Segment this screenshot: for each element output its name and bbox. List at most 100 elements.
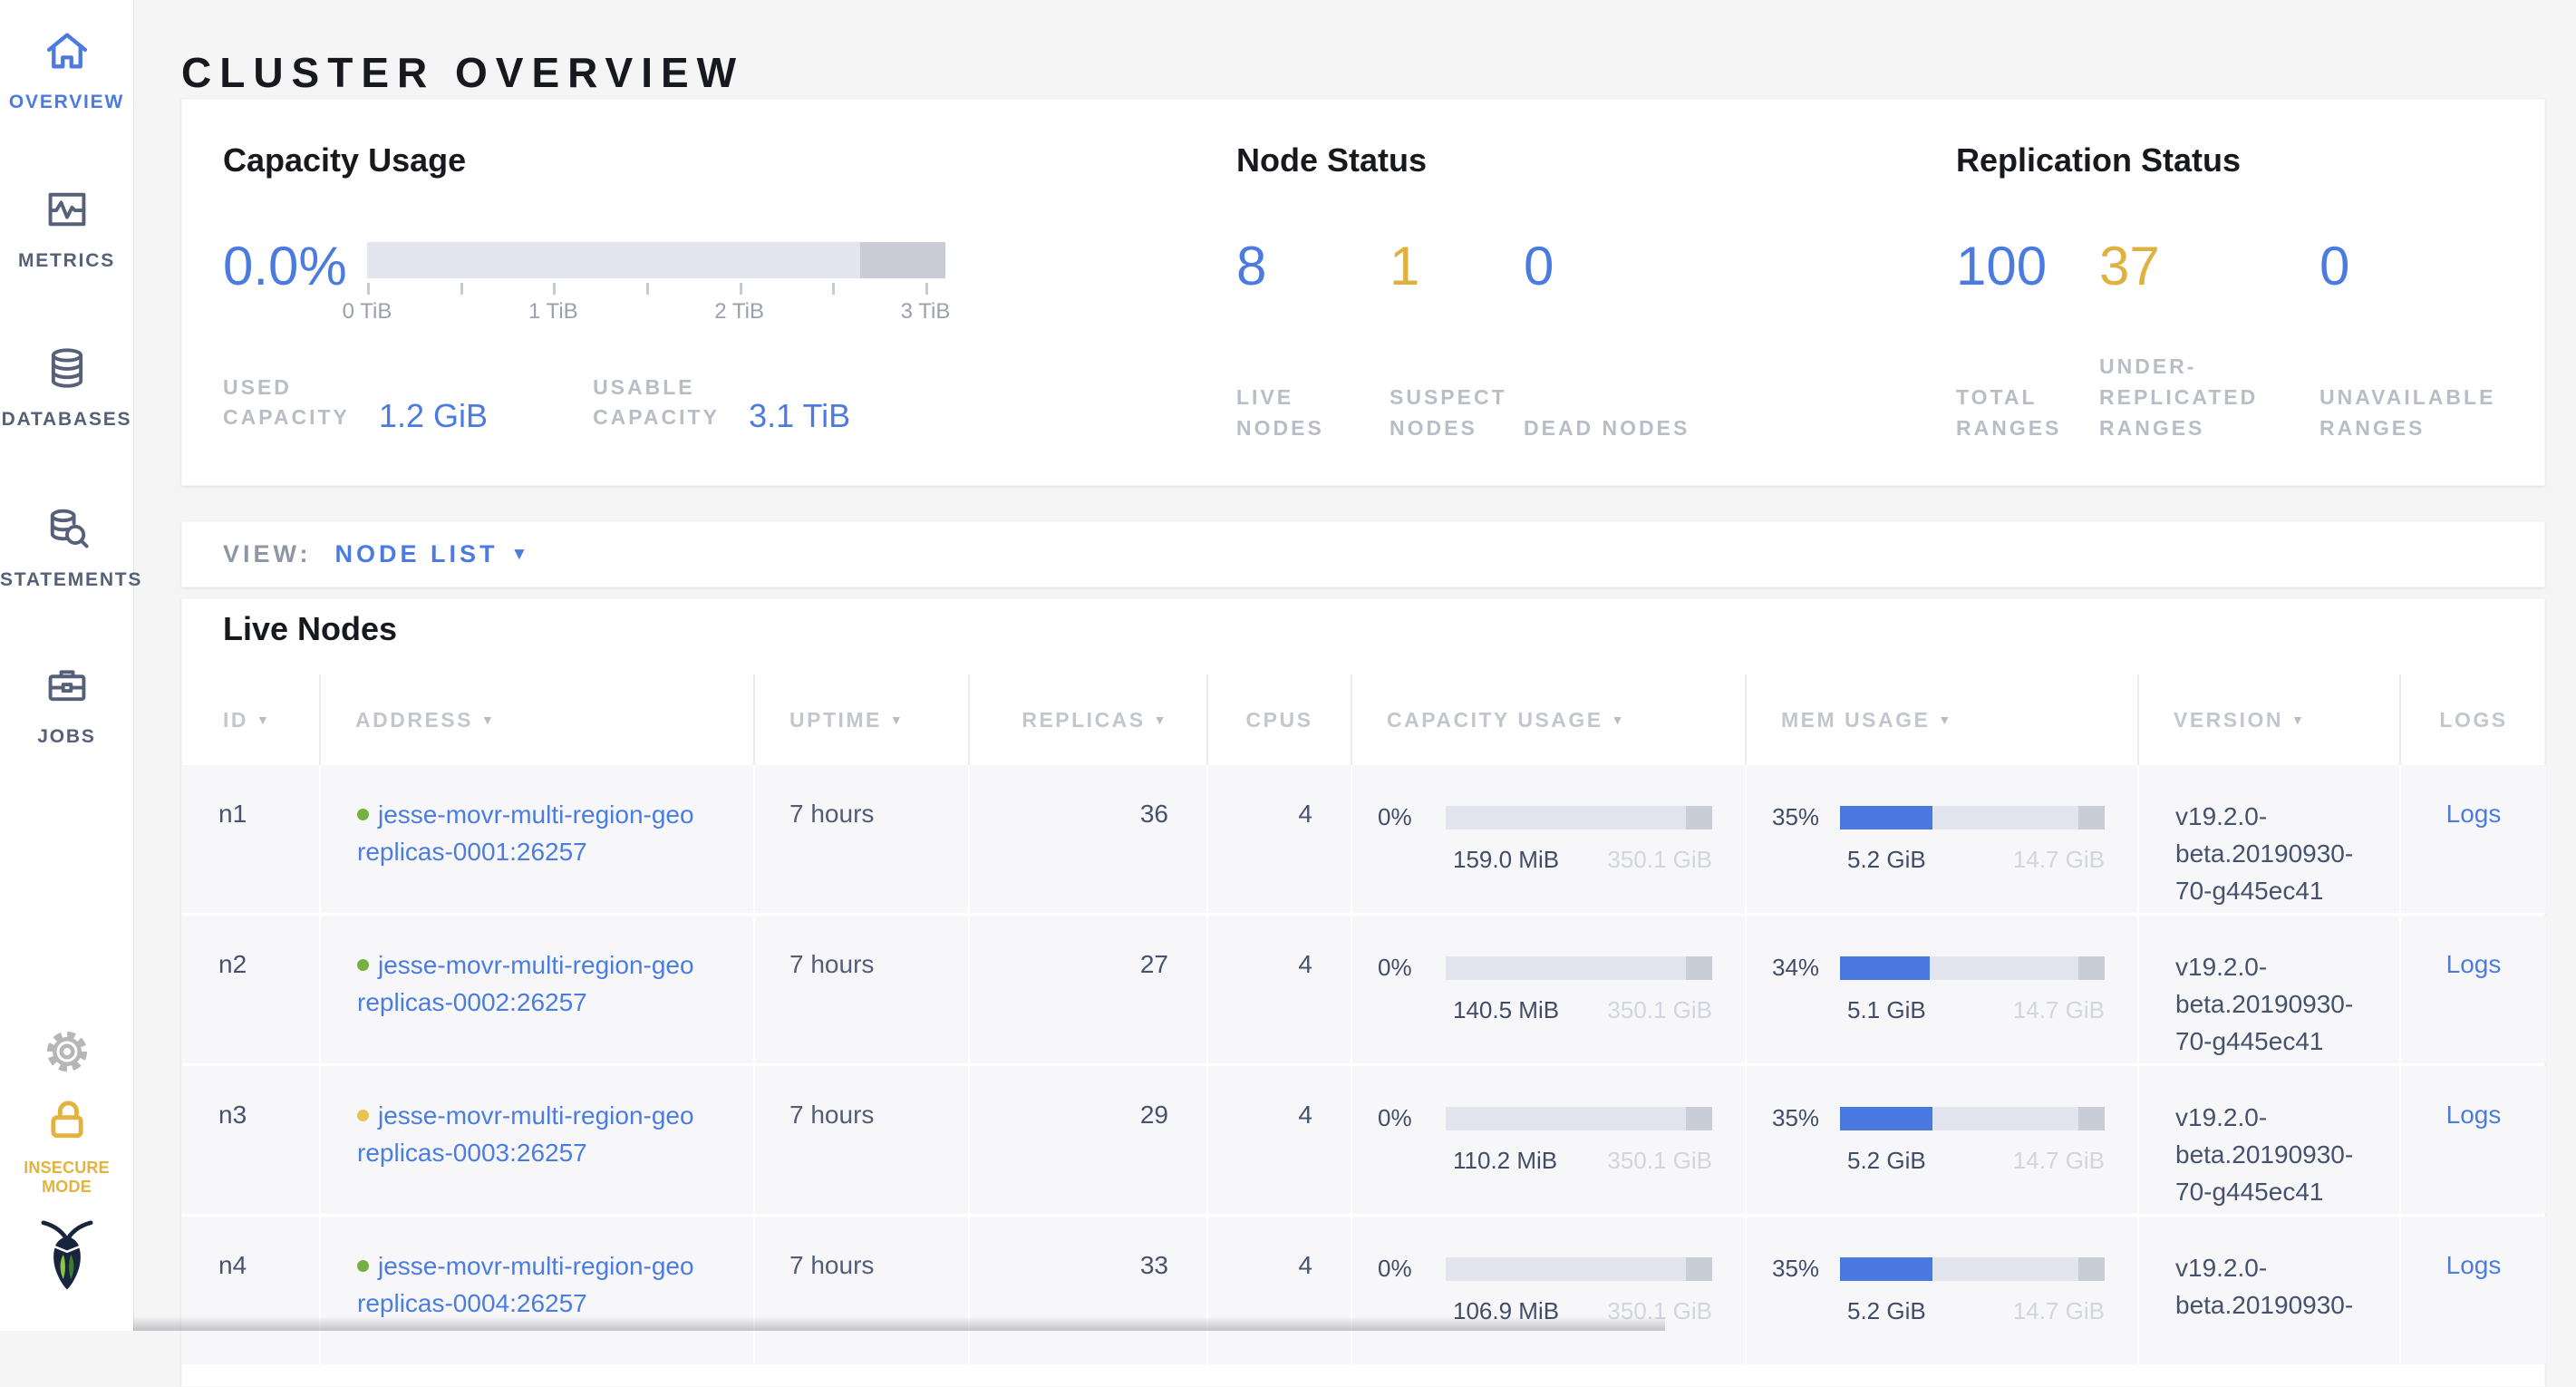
- sort-arrow-icon: ▼: [1938, 713, 1953, 727]
- summary-stat: 8 LIVE NODES: [1236, 235, 1390, 443]
- node-status-dot: [357, 1110, 369, 1121]
- node-address-link[interactable]: jesse-movr-multi-region-geo replicas-0003…: [357, 1101, 694, 1167]
- view-selector-bar: VIEW: NODE LIST ▼: [181, 521, 2545, 587]
- node-address-link[interactable]: jesse-movr-multi-region-geo replicas-0001…: [357, 800, 694, 866]
- stat-value: 0: [1524, 236, 1554, 296]
- summary-stat: 100 TOTAL RANGES: [1956, 235, 2099, 443]
- cluster-summary-card: Capacity Usage 0.0% 0 TiB 1 TiB 2 TiB 3 TiB…: [181, 99, 2545, 486]
- sort-arrow-icon: ▼: [1611, 713, 1626, 727]
- logs-link[interactable]: Logs: [2401, 916, 2546, 1063]
- node-address-cell: jesse-movr-multi-region-geo replicas-0003…: [321, 1066, 755, 1214]
- metrics-icon: [44, 192, 91, 237]
- capacity-usage-section: Capacity Usage 0.0% 0 TiB 1 TiB 2 TiB 3 TiB…: [223, 141, 1202, 432]
- logs-link[interactable]: Logs: [2401, 1217, 2546, 1364]
- stat-label: UNAVAILABLE RANGES: [2319, 385, 2496, 440]
- column-header-uptime[interactable]: UPTIME ▼: [755, 674, 970, 765]
- jobs-icon: [44, 670, 91, 713]
- cockroachdb-logo: [0, 1213, 133, 1301]
- column-header-logs[interactable]: LOGS: [2439, 707, 2508, 732]
- summary-stat: 1 SUSPECT NODES: [1390, 235, 1524, 443]
- home-icon: [44, 33, 91, 78]
- replication-status-section: Replication Status 100 TOTAL RANGES 37 U…: [1956, 141, 2541, 440]
- stat-label: SUSPECT NODES: [1390, 385, 1507, 440]
- version-cell: v19.2.0- beta.20190930- 70-g445ec41: [2139, 916, 2401, 1063]
- uptime-cell: 7 hours: [755, 1217, 970, 1364]
- sidebar-item-metrics[interactable]: METRICS: [0, 186, 133, 272]
- node-id-cell: n1: [182, 765, 321, 913]
- sort-arrow-icon: ▼: [257, 713, 272, 727]
- logs-link[interactable]: Logs: [2401, 1066, 2546, 1214]
- cpus-cell: 4: [1208, 916, 1352, 1063]
- databases-icon: [44, 348, 91, 395]
- memory-bar: [1840, 805, 2105, 829]
- version-cell: v19.2.0- beta.20190930-: [2139, 1217, 2401, 1364]
- sidebar-item-overview[interactable]: OVERVIEW: [0, 27, 133, 113]
- column-header-capacity-usage[interactable]: CAPACITY USAGE ▼: [1352, 674, 1747, 765]
- column-header-version[interactable]: VERSION ▼: [2139, 674, 2401, 765]
- node-status-dot: [357, 809, 369, 820]
- cpus-cell: 4: [1208, 1066, 1352, 1214]
- capacity-usage-cell: 0% 110.2 MiB 350.1 GiB: [1352, 1066, 1747, 1214]
- page-title: CLUSTER OVERVIEW: [181, 48, 745, 96]
- live-nodes-card: Live Nodes ID ▼ ADDRESS ▼ UPTIME ▼ REPLI…: [181, 598, 2546, 1387]
- node-status-title: Node Status: [1236, 141, 1428, 179]
- cpus-cell: 4: [1208, 765, 1352, 913]
- capacity-bar: [1446, 805, 1712, 829]
- memory-bar: [1840, 1106, 2105, 1130]
- column-header-address[interactable]: ADDRESS ▼: [321, 674, 755, 765]
- view-dropdown[interactable]: NODE LIST: [334, 540, 499, 567]
- node-address-cell: jesse-movr-multi-region-geo replicas-0004…: [321, 1217, 755, 1364]
- stat-value: 100: [1956, 236, 2048, 296]
- stat-label: TOTAL RANGES: [1956, 385, 2062, 440]
- summary-stat: 0 UNAVAILABLE RANGES: [2319, 235, 2541, 443]
- stat-label: DEAD NODES: [1524, 416, 1690, 440]
- replicas-cell: 36: [970, 765, 1208, 913]
- axis-tick-label: 3 TiB: [900, 299, 951, 324]
- uptime-cell: 7 hours: [755, 1066, 970, 1214]
- logs-link[interactable]: Logs: [2401, 765, 2546, 913]
- capacity-percent: 0.0%: [223, 236, 347, 296]
- replicas-cell: 27: [970, 916, 1208, 1063]
- capacity-usage-cell: 0% 106.9 MiB 350.1 GiB: [1352, 1217, 1747, 1364]
- usable-capacity-value: 3.1 TiB: [749, 397, 851, 434]
- memory-bar: [1840, 1256, 2105, 1281]
- capacity-usage-cell: 0% 140.5 MiB 350.1 GiB: [1352, 916, 1747, 1063]
- capacity-usage-cell: 0% 159.0 MiB 350.1 GiB: [1352, 765, 1747, 913]
- sort-arrow-icon: ▼: [889, 713, 905, 727]
- column-header-id[interactable]: ID ▼: [182, 674, 321, 765]
- table-row: n3 jesse-movr-multi-region-geo replicas-0…: [182, 1066, 2546, 1217]
- sidebar-item-statements[interactable]: STATEMENTS: [0, 505, 140, 591]
- chevron-down-icon[interactable]: ▼: [510, 544, 528, 564]
- capacity-usage-title: Capacity Usage: [223, 141, 467, 179]
- used-capacity-label: USED CAPACITY: [223, 375, 350, 429]
- summary-stat: 0 DEAD NODES: [1524, 235, 1759, 443]
- version-cell: v19.2.0- beta.20190930- 70-g445ec41: [2139, 1066, 2401, 1214]
- used-capacity: USED CAPACITY 1.2 GiB: [223, 373, 488, 432]
- mem-usage-cell: 35% 5.2 GiB 14.7 GiB: [1747, 1066, 2139, 1214]
- mem-usage-cell: 34% 5.1 GiB 14.7 GiB: [1747, 916, 2139, 1063]
- node-address-link[interactable]: jesse-movr-multi-region-geo replicas-0004…: [357, 1252, 694, 1317]
- insecure-mode-label: INSECURE MODE: [24, 1159, 110, 1196]
- node-address-link[interactable]: jesse-movr-multi-region-geo replicas-0002…: [357, 951, 694, 1016]
- settings-button[interactable]: [0, 1027, 133, 1081]
- node-status-dot: [357, 1260, 369, 1272]
- live-nodes-title: Live Nodes: [223, 610, 398, 647]
- uptime-cell: 7 hours: [755, 916, 970, 1063]
- used-capacity-value: 1.2 GiB: [379, 397, 489, 434]
- sort-arrow-icon: ▼: [2291, 713, 2307, 727]
- statements-icon: [44, 509, 91, 556]
- sidebar-item-databases[interactable]: DATABASES: [0, 344, 133, 431]
- table-body: n1 jesse-movr-multi-region-geo replicas-0…: [182, 765, 2546, 1367]
- column-header-mem-usage[interactable]: MEM USAGE ▼: [1747, 674, 2139, 765]
- gear-icon: [43, 1031, 92, 1080]
- sort-arrow-icon: ▼: [1153, 713, 1168, 727]
- axis-tick-label: 1 TiB: [528, 299, 578, 324]
- stat-value: 37: [2099, 236, 2160, 296]
- column-header-replicas[interactable]: REPLICAS ▼: [970, 674, 1208, 765]
- capacity-bar: 0 TiB 1 TiB 2 TiB 3 TiB: [343, 235, 950, 326]
- sidebar-item-jobs[interactable]: JOBS: [0, 662, 133, 748]
- cpus-cell: 4: [1208, 1217, 1352, 1364]
- column-header-cpus[interactable]: CPUS: [1208, 674, 1352, 765]
- memory-bar: [1840, 955, 2105, 980]
- mem-usage-cell: 35% 5.2 GiB 14.7 GiB: [1747, 765, 2139, 913]
